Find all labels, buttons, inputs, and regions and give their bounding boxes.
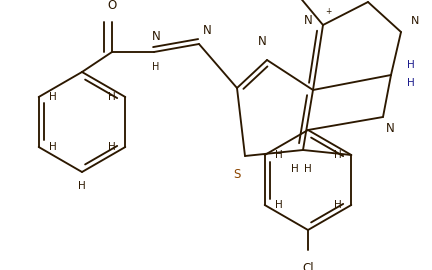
Text: H: H	[152, 62, 160, 72]
Text: H: H	[78, 181, 86, 191]
Text: H: H	[49, 92, 57, 102]
Text: H: H	[275, 200, 283, 210]
Text: H: H	[49, 142, 57, 152]
Text: H: H	[304, 164, 312, 174]
Text: +: +	[325, 7, 331, 16]
Text: H: H	[407, 60, 415, 70]
Text: H: H	[291, 164, 299, 174]
Text: S: S	[233, 168, 241, 181]
Text: N: N	[203, 24, 212, 37]
Text: H: H	[334, 200, 342, 210]
Text: Cl: Cl	[302, 262, 314, 270]
Text: N: N	[386, 122, 395, 135]
Text: H: H	[275, 150, 283, 160]
Text: N: N	[257, 35, 267, 48]
Text: N: N	[152, 30, 160, 43]
Text: H: H	[407, 78, 415, 88]
Text: H: H	[108, 92, 116, 102]
Text: N: N	[411, 16, 419, 26]
Text: N: N	[304, 14, 313, 26]
Text: H: H	[334, 150, 342, 160]
Text: H: H	[108, 142, 116, 152]
Text: O: O	[108, 0, 117, 12]
